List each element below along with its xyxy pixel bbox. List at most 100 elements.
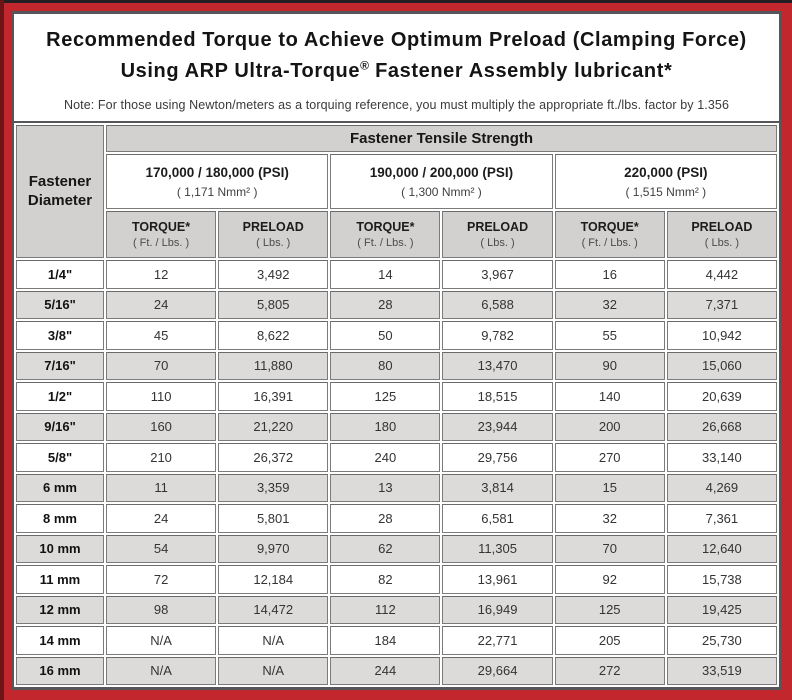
note-text: Note: For those using Newton/meters as a… xyxy=(63,98,729,112)
nmm-label: ( 1,515 Nmm² ) xyxy=(625,184,707,199)
value-cell: 98 xyxy=(106,595,217,624)
psi-group-170-180: 170,000 / 180,000 (PSI) ( 1,171 Nmm² ) xyxy=(106,154,329,209)
value-cell: 24 xyxy=(106,290,217,319)
diameter-cell: 9/16" xyxy=(16,412,104,441)
value-cell: 270 xyxy=(554,443,665,472)
value-cell: 62 xyxy=(330,534,441,563)
title-line-2: Using ARP Ultra-Torque xyxy=(120,60,361,82)
value-cell: 184 xyxy=(330,626,441,655)
value-cell: 15,738 xyxy=(666,565,777,594)
value-cell: 32 xyxy=(554,504,665,533)
diameter-cell: 5/8" xyxy=(16,443,104,472)
value-cell: 13,470 xyxy=(442,351,553,380)
value-cell: N/A xyxy=(218,626,329,655)
column-header-label: TORQUE* xyxy=(580,220,639,234)
value-cell: 23,944 xyxy=(442,412,553,441)
value-cell: 200 xyxy=(554,412,665,441)
diameter-cell: 11 mm xyxy=(16,565,104,594)
diameter-cell: 6 mm xyxy=(16,473,104,502)
column-header-unit: ( Lbs. ) xyxy=(704,237,739,249)
diameter-cell: 16 mm xyxy=(16,656,104,685)
value-cell: 24 xyxy=(106,504,217,533)
value-cell: 205 xyxy=(554,626,665,655)
psi-label: 220,000 (PSI) xyxy=(624,164,708,180)
column-header-torque-2: TORQUE* ( Ft. / Lbs. ) xyxy=(330,211,441,258)
value-cell: 18,515 xyxy=(442,382,553,411)
table-row: 3/8" 45 8,622 50 9,782 55 10,942 xyxy=(16,321,777,350)
value-cell: 4,442 xyxy=(666,260,777,289)
fastener-diameter-header: Fastener Diameter xyxy=(16,125,104,258)
value-cell: 14,472 xyxy=(218,595,329,624)
value-cell: 6,581 xyxy=(442,504,553,533)
table-row: 14 mm N/A N/A 184 22,771 205 25,730 xyxy=(16,626,777,655)
diameter-cell: 1/4" xyxy=(16,260,104,289)
value-cell: 11 xyxy=(106,473,217,502)
column-header-preload-3: PRELOAD ( Lbs. ) xyxy=(666,211,777,258)
column-header-unit: ( Ft. / Lbs. ) xyxy=(581,237,638,249)
value-cell: 54 xyxy=(106,534,217,563)
value-cell: 5,801 xyxy=(218,504,329,533)
value-cell: 4,269 xyxy=(666,473,777,502)
value-cell: 26,668 xyxy=(666,412,777,441)
value-cell: 210 xyxy=(106,443,217,472)
value-cell: 3,814 xyxy=(442,473,553,502)
value-cell: 50 xyxy=(330,321,441,350)
column-header-label: PRELOAD xyxy=(691,220,753,234)
table-row: 1/4" 12 3,492 14 3,967 16 4,442 xyxy=(16,260,777,289)
column-header-preload-2: PRELOAD ( Lbs. ) xyxy=(442,211,553,258)
column-header-label: PRELOAD xyxy=(466,220,529,234)
value-cell: 80 xyxy=(330,351,441,380)
value-cell: 45 xyxy=(106,321,217,350)
table-row: 16 mm N/A N/A 244 29,664 272 33,519 xyxy=(16,656,777,685)
value-cell: 29,756 xyxy=(442,443,553,472)
column-header-unit: ( Lbs. ) xyxy=(256,237,291,249)
value-cell: 90 xyxy=(554,351,665,380)
value-cell: 6,588 xyxy=(442,290,553,319)
value-cell: 25,730 xyxy=(666,626,777,655)
value-cell: 12,640 xyxy=(666,534,777,563)
content-panel: Recommended Torque to Achieve Optimum Pr… xyxy=(11,11,782,690)
value-cell: 26,372 xyxy=(218,443,329,472)
psi-group-row: 170,000 / 180,000 (PSI) ( 1,171 Nmm² ) 1… xyxy=(16,154,777,209)
fastener-diameter-header-line1: Fastener xyxy=(28,172,92,190)
value-cell: 28 xyxy=(330,290,441,319)
value-cell: 9,782 xyxy=(442,321,553,350)
table-row: 11 mm 72 12,184 82 13,961 92 15,738 xyxy=(16,565,777,594)
value-cell: 22,771 xyxy=(442,626,553,655)
value-cell: 70 xyxy=(554,534,665,563)
diameter-cell: 5/16" xyxy=(16,290,104,319)
value-cell: 13 xyxy=(330,473,441,502)
value-cell: 9,970 xyxy=(218,534,329,563)
value-cell: 15 xyxy=(554,473,665,502)
value-cell: 16,949 xyxy=(442,595,553,624)
table-row: 5/16" 24 5,805 28 6,588 32 7,371 xyxy=(16,290,777,319)
value-cell: 125 xyxy=(330,382,441,411)
title-block: Recommended Torque to Achieve Optimum Pr… xyxy=(14,14,779,121)
value-cell: 3,359 xyxy=(218,473,329,502)
value-cell: 32 xyxy=(554,290,665,319)
value-cell: 112 xyxy=(330,595,441,624)
table-row: 12 mm 98 14,472 112 16,949 125 19,425 xyxy=(16,595,777,624)
diameter-cell: 3/8" xyxy=(16,321,104,350)
table-row: 6 mm 11 3,359 13 3,814 15 4,269 xyxy=(16,473,777,502)
column-header-unit: ( Ft. / Lbs. ) xyxy=(357,237,414,249)
fastener-diameter-header-line2: Diameter xyxy=(27,191,93,209)
psi-label: 190,000 / 200,000 (PSI) xyxy=(369,164,514,180)
table-body: 1/4" 12 3,492 14 3,967 16 4,442 5/16" 24 5,805 28 6… xyxy=(16,260,777,685)
value-cell: 272 xyxy=(554,656,665,685)
value-cell: 15,060 xyxy=(666,351,777,380)
title-line-1: Recommended Torque to Achieve Optimum Pr… xyxy=(46,29,747,51)
value-cell: N/A xyxy=(218,656,329,685)
value-cell: 16 xyxy=(554,260,665,289)
value-cell: 3,967 xyxy=(442,260,553,289)
value-cell: 20,639 xyxy=(666,382,777,411)
value-cell: 19,425 xyxy=(666,595,777,624)
table-row: 8 mm 24 5,801 28 6,581 32 7,361 xyxy=(16,504,777,533)
value-cell: 125 xyxy=(554,595,665,624)
value-cell: 11,880 xyxy=(218,351,329,380)
table-row: 7/16" 70 11,880 80 13,470 90 15,060 xyxy=(16,351,777,380)
psi-group-220: 220,000 (PSI) ( 1,515 Nmm² ) xyxy=(554,154,777,209)
diameter-cell: 1/2" xyxy=(16,382,104,411)
value-cell: 7,371 xyxy=(666,290,777,319)
value-cell: 160 xyxy=(106,412,217,441)
